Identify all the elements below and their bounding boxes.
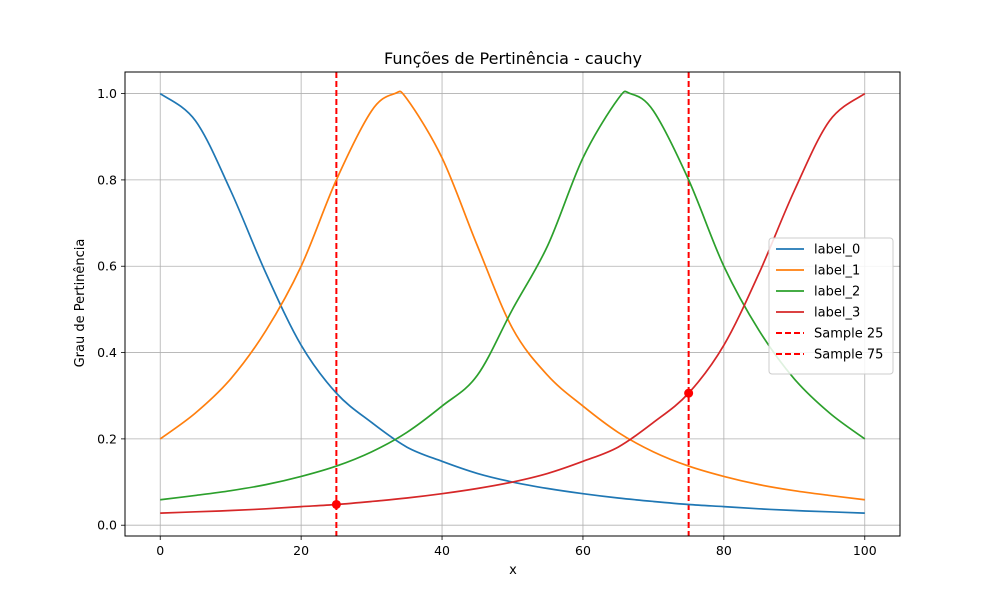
y-tick-label: 0.6 — [97, 259, 117, 274]
legend-label: label_0 — [814, 243, 860, 258]
y-tick-label: 0.0 — [97, 518, 117, 533]
x-axis-label: x — [509, 563, 517, 578]
x-tick-label: 80 — [716, 543, 732, 558]
x-tick-label: 60 — [575, 543, 591, 558]
legend-label: Sample 25 — [814, 327, 883, 342]
legend-label: Sample 75 — [814, 348, 883, 363]
legend: label_0 label_1 label_2 label_3 Sample 25 Sam… — [768, 237, 894, 375]
legend-label: label_1 — [814, 264, 860, 279]
chart-title: Funções de Pertinência - cauchy — [384, 49, 642, 68]
x-tick-label: 20 — [293, 543, 309, 558]
y-tick-label: 0.8 — [97, 172, 117, 187]
series-line-label_0 — [159, 92, 865, 514]
series-line-label_1 — [159, 90, 865, 501]
tick-layer: 0 20 40 60 80 100 0.0 0.2 0.4 0.6 0.8 1.0 — [97, 86, 877, 558]
sample-point — [331, 499, 341, 509]
y-axis-label: Grau de Pertinência — [73, 239, 88, 368]
y-tick-label: 1.0 — [97, 86, 117, 101]
legend-label: label_3 — [814, 306, 860, 321]
y-tick-label: 0.4 — [97, 345, 117, 360]
sample-lines-layer — [335, 72, 690, 536]
series-line-label_3 — [160, 92, 866, 514]
x-tick-label: 100 — [853, 543, 877, 558]
legend-box — [768, 237, 894, 375]
sample-point — [684, 388, 694, 398]
y-tick-label: 0.2 — [97, 431, 117, 446]
series-layer — [159, 90, 866, 514]
plot-frame — [124, 71, 901, 537]
x-tick-label: 0 — [156, 543, 164, 558]
legend-label: label_2 — [814, 285, 860, 300]
x-tick-label: 40 — [434, 543, 450, 558]
sample-points-layer — [331, 388, 694, 509]
series-line-label_2 — [160, 90, 866, 501]
